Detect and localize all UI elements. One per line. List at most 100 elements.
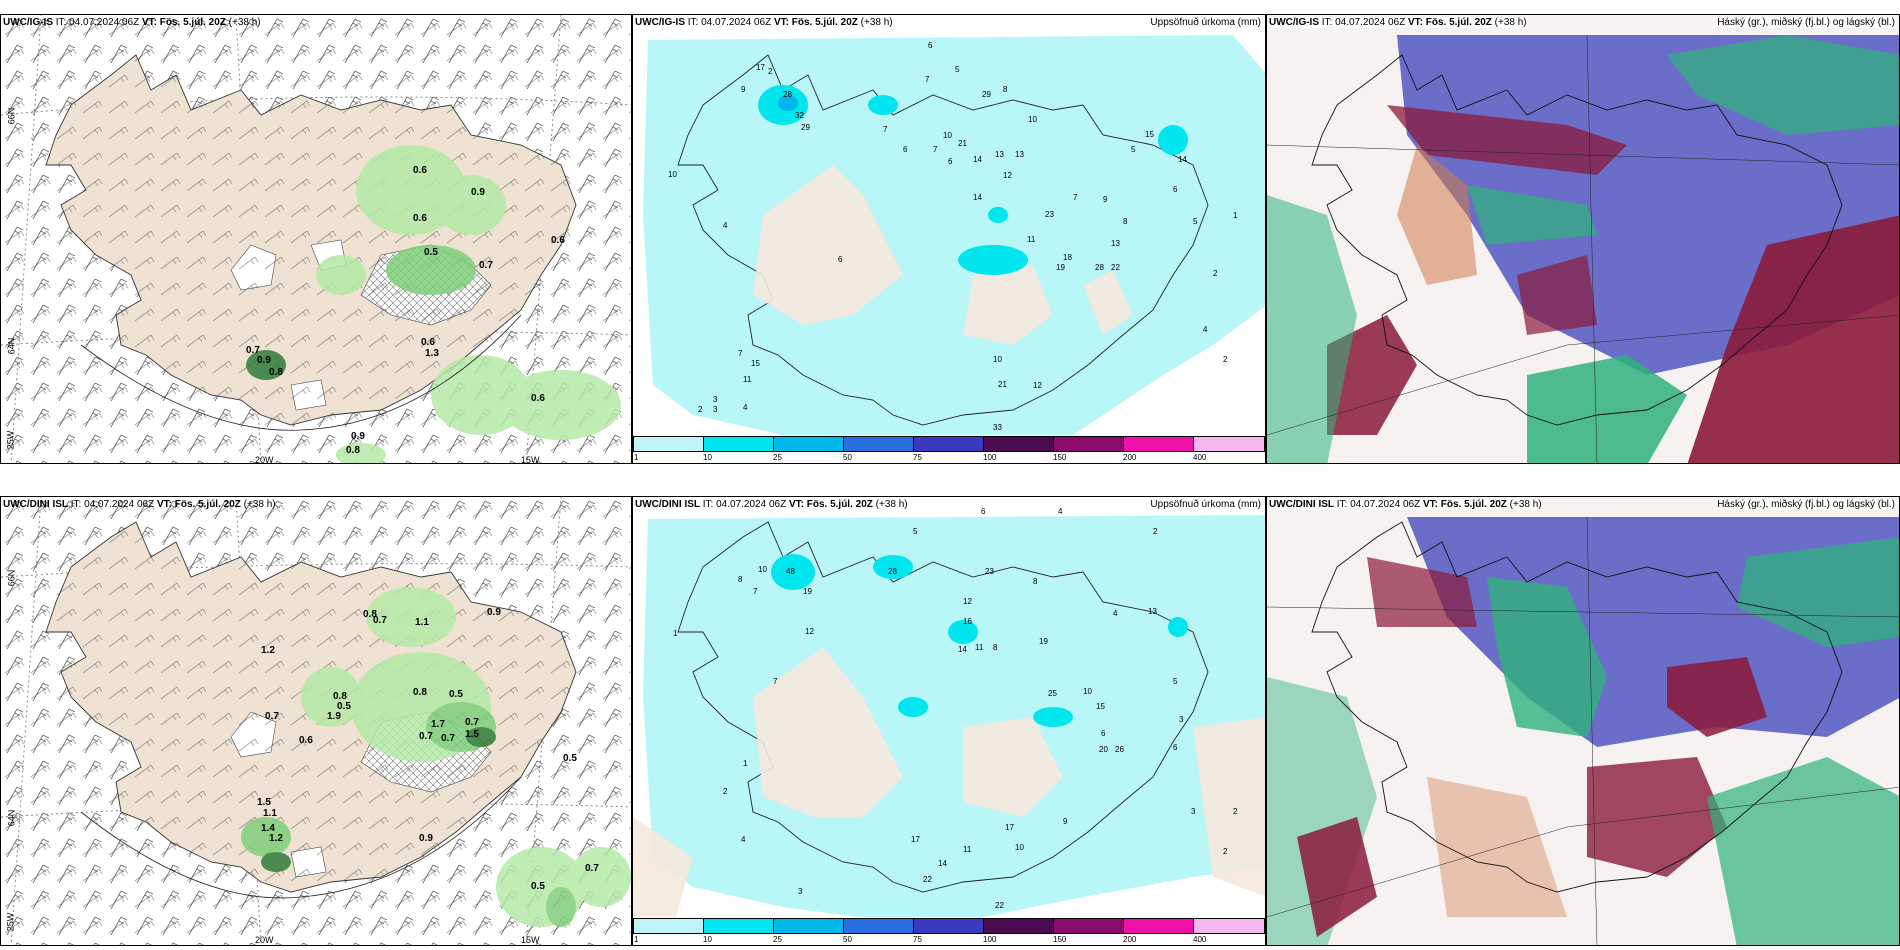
colorbar-tick: 50 (843, 935, 852, 944)
precip-value: 2 (768, 67, 773, 76)
colorbar-swatch (1193, 918, 1265, 934)
precip-value: 2 (1223, 847, 1228, 856)
iceland-outline (677, 54, 1209, 426)
wind-value: 0.7 (246, 345, 260, 356)
wind-value: 0.8 (363, 609, 377, 620)
panel-header: UWC/IG-IS IT: 04.07.2024 06Z VT: Fös. 5.… (1269, 17, 1527, 28)
precip-value: 13 (1015, 150, 1024, 159)
precip-value: 1 (1233, 211, 1238, 220)
wind-value: 0.6 (299, 735, 313, 746)
wind-value: 0.7 (585, 863, 599, 874)
panel-header: UWC/IG-IS IT: 04.07.2024 06Z VT: Fös. 5.… (635, 17, 893, 28)
colorbar-swatch (703, 918, 774, 934)
precip-value: 29 (801, 123, 810, 132)
precip-value: 7 (1073, 193, 1078, 202)
colorbar-swatch (913, 918, 984, 934)
precip-value: 17 (756, 63, 765, 72)
precip-value: 11 (1027, 235, 1036, 244)
precip-value: 15 (751, 359, 760, 368)
colorbar-swatch (913, 436, 984, 452)
precip-value: 6 (1173, 185, 1178, 194)
wind-value: 1.4 (261, 823, 275, 834)
wind-value: 1.1 (263, 808, 277, 819)
precip-value: 15 (1145, 130, 1154, 139)
colorbar-tick: 75 (913, 453, 922, 462)
precip-value: 2 (698, 405, 703, 414)
colorbar-swatch (633, 436, 704, 452)
colorbar-tick: 25 (773, 453, 782, 462)
lon-label-20: 20W (255, 455, 274, 464)
precip-value: 7 (883, 125, 888, 134)
precip-value: 18 (1063, 253, 1072, 262)
precip-value: 2 (1213, 269, 1218, 278)
precip-value: 4 (741, 835, 746, 844)
wind-value: 1.5 (465, 729, 479, 740)
wind-value: 0.8 (346, 445, 360, 456)
colorbar-tick: 25 (773, 935, 782, 944)
wind-value: 0.9 (471, 187, 485, 198)
precip-map (633, 15, 1265, 463)
precip-value: 12 (963, 597, 972, 606)
precip-value: 3 (1179, 715, 1184, 724)
wind-value: 0.9 (487, 607, 501, 618)
colorbar-swatch (703, 436, 774, 452)
precip-value: 25 (1048, 689, 1057, 698)
precip-value: 7 (933, 145, 938, 154)
colorbar-tick: 400 (1193, 453, 1207, 462)
precip-value: 6 (948, 157, 953, 166)
precip-value: 10 (758, 565, 767, 574)
precip-value: 11 (743, 375, 752, 384)
panel-ig-precip: UWC/IG-IS IT: 04.07.2024 06Z VT: Fös. 5.… (632, 14, 1266, 464)
panel-header: UWC/DINI ISL IT: 04.07.2024 06Z VT: Fös.… (1269, 499, 1542, 510)
precip-value: 6 (981, 507, 986, 516)
precip-value: 28 (783, 90, 792, 99)
lon-label-15: 15W (521, 455, 540, 464)
precip-value: 8 (1033, 577, 1038, 586)
precip-value: 2 (1223, 355, 1228, 364)
colorbar-tick: 400 (1193, 935, 1207, 944)
wind-value: 1.2 (269, 833, 283, 844)
precip-value: 4 (1058, 507, 1063, 516)
wind-value: 0.6 (413, 165, 427, 176)
colorbar-swatch (633, 918, 704, 934)
precip-value: 22 (923, 875, 932, 884)
lat-label-64: 64N (6, 809, 17, 827)
panel-ig-wind: UWC/IG-IS IT: 04.07.2024 06Z VT: Fös. 5.… (0, 14, 632, 464)
precip-value: 48 (786, 567, 795, 576)
wind-value: 0.8 (413, 687, 427, 698)
wind-map (1, 15, 631, 463)
precip-map (633, 497, 1265, 945)
precip-value: 20 (1099, 745, 1108, 754)
precip-value: 7 (738, 349, 743, 358)
precip-value: 13 (1148, 607, 1157, 616)
precip-value: 3 (1191, 807, 1196, 816)
wind-value: 0.6 (531, 393, 545, 404)
precip-value: 10 (1083, 687, 1092, 696)
precip-value: 17 (911, 835, 920, 844)
panel-dini-cloud: UWC/DINI ISL IT: 04.07.2024 06Z VT: Fös.… (1266, 496, 1900, 946)
colorbar-tick: 100 (983, 935, 997, 944)
panel-header: UWC/DINI ISL IT: 04.07.2024 06Z VT: Fös.… (3, 499, 276, 510)
colorbar-swatch (1123, 918, 1194, 934)
panel-title: Háský (gr.), miðský (fj.bl.) og lágský (… (1717, 17, 1895, 28)
colorbar: 1 10 25 50 75 100 150 200 400 (633, 917, 1265, 945)
panel-dini-wind: UWC/DINI ISL IT: 04.07.2024 06Z VT: Fös.… (0, 496, 632, 946)
wind-value: 1.9 (327, 711, 341, 722)
precip-value: 14 (1178, 155, 1187, 164)
precip-value: 10 (943, 131, 952, 140)
precip-value: 8 (1003, 85, 1008, 94)
colorbar-tick: 1 (634, 935, 639, 944)
colorbar-tick: 1 (634, 453, 639, 462)
colorbar-tick: 10 (703, 935, 712, 944)
colorbar-swatch (983, 918, 1054, 934)
precip-value: 14 (973, 155, 982, 164)
panel-title: Háský (gr.), miðský (fj.bl.) og lágský (… (1717, 499, 1895, 510)
precip-value: 17 (1005, 823, 1014, 832)
shading-green (241, 587, 631, 927)
colorbar-tick: 200 (1123, 453, 1137, 462)
wind-value: 0.7 (441, 733, 455, 744)
wind-value: 0.8 (269, 367, 283, 378)
precip-value: 7 (773, 677, 778, 686)
wind-value: 0.8 (333, 691, 347, 702)
wind-value: 1.5 (257, 797, 271, 808)
